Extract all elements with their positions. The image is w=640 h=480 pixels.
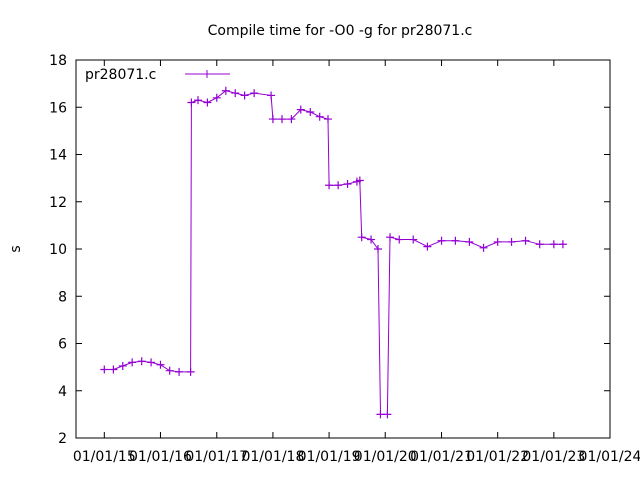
x-tick-label: 01/01/17: [185, 449, 248, 465]
x-tick-label: 01/01/18: [241, 449, 304, 465]
data-point: [268, 115, 277, 124]
y-axis-label: s: [8, 245, 24, 252]
y-tick-label: 8: [58, 289, 67, 305]
y-tick-label: 16: [49, 100, 67, 116]
y-tick-label: 14: [49, 148, 67, 164]
data-point: [278, 115, 286, 124]
data-point: [479, 243, 488, 252]
data-point: [287, 115, 296, 124]
data-point: [493, 237, 502, 246]
data-point: [376, 410, 385, 419]
data-point: [521, 236, 530, 245]
data-point: [187, 98, 196, 107]
legend-label: pr28071.c: [85, 67, 156, 83]
data-point: [535, 240, 544, 249]
x-tick-label: 01/01/22: [466, 449, 529, 465]
y-tick-label: 12: [49, 195, 67, 211]
data-point: [306, 107, 315, 116]
x-tick-label: 01/01/23: [522, 449, 585, 465]
data-point: [250, 89, 259, 98]
data-point: [296, 105, 305, 114]
data-point: [137, 357, 146, 366]
data-point: [267, 91, 276, 100]
data-point: [355, 176, 364, 185]
data-point: [357, 233, 366, 242]
data-point: [374, 245, 382, 253]
data-point: [128, 358, 137, 367]
data-point: [343, 180, 352, 189]
data-point: [175, 367, 184, 376]
plot-frame: [75, 59, 611, 439]
data-point: [165, 366, 174, 375]
data-point: [451, 236, 460, 245]
data-point: [156, 360, 165, 369]
y-tick-label: 2: [58, 431, 67, 447]
chart-title: Compile time for -O0 -g for pr28071.c: [208, 23, 473, 39]
data-point: [203, 98, 212, 107]
data-point: [240, 91, 249, 100]
x-tick-label: 01/01/21: [410, 449, 473, 465]
data-point: [423, 242, 432, 251]
data-point: [386, 233, 394, 242]
x-tick-label: 01/01/15: [73, 449, 136, 465]
data-point: [194, 96, 202, 105]
series-line: [104, 90, 563, 415]
data-point: [324, 115, 332, 124]
data-point: [325, 181, 334, 190]
legend-marker: [203, 70, 211, 78]
data-point: [186, 367, 195, 376]
data-point: [507, 237, 516, 246]
data-point: [212, 93, 221, 102]
data-point: [437, 236, 446, 245]
data-point: [231, 89, 240, 98]
y-tick-label: 4: [58, 384, 67, 400]
plot-area: [76, 59, 611, 439]
data-point: [100, 365, 109, 374]
data-point: [383, 410, 392, 419]
legend: pr28071.c: [85, 67, 230, 83]
data-point: [549, 240, 558, 249]
y-tick-label: 18: [49, 53, 67, 69]
data-point: [315, 112, 324, 121]
y-tick-label: 10: [49, 242, 67, 258]
data-point: [118, 361, 127, 370]
data-point: [147, 358, 156, 367]
data-point: [334, 181, 343, 190]
data-point: [221, 86, 230, 95]
x-tick-label: 01/01/19: [298, 449, 361, 465]
y-tick-label: 6: [58, 337, 67, 353]
data-point: [465, 237, 474, 246]
data-point: [558, 240, 567, 249]
data-point: [109, 365, 118, 374]
data-point: [395, 235, 404, 244]
x-tick-label: 01/01/16: [129, 449, 192, 465]
data-point: [367, 235, 376, 244]
x-tick-label: 01/01/24: [579, 449, 640, 465]
data-point: [409, 235, 418, 244]
x-tick-label: 01/01/20: [354, 449, 417, 465]
